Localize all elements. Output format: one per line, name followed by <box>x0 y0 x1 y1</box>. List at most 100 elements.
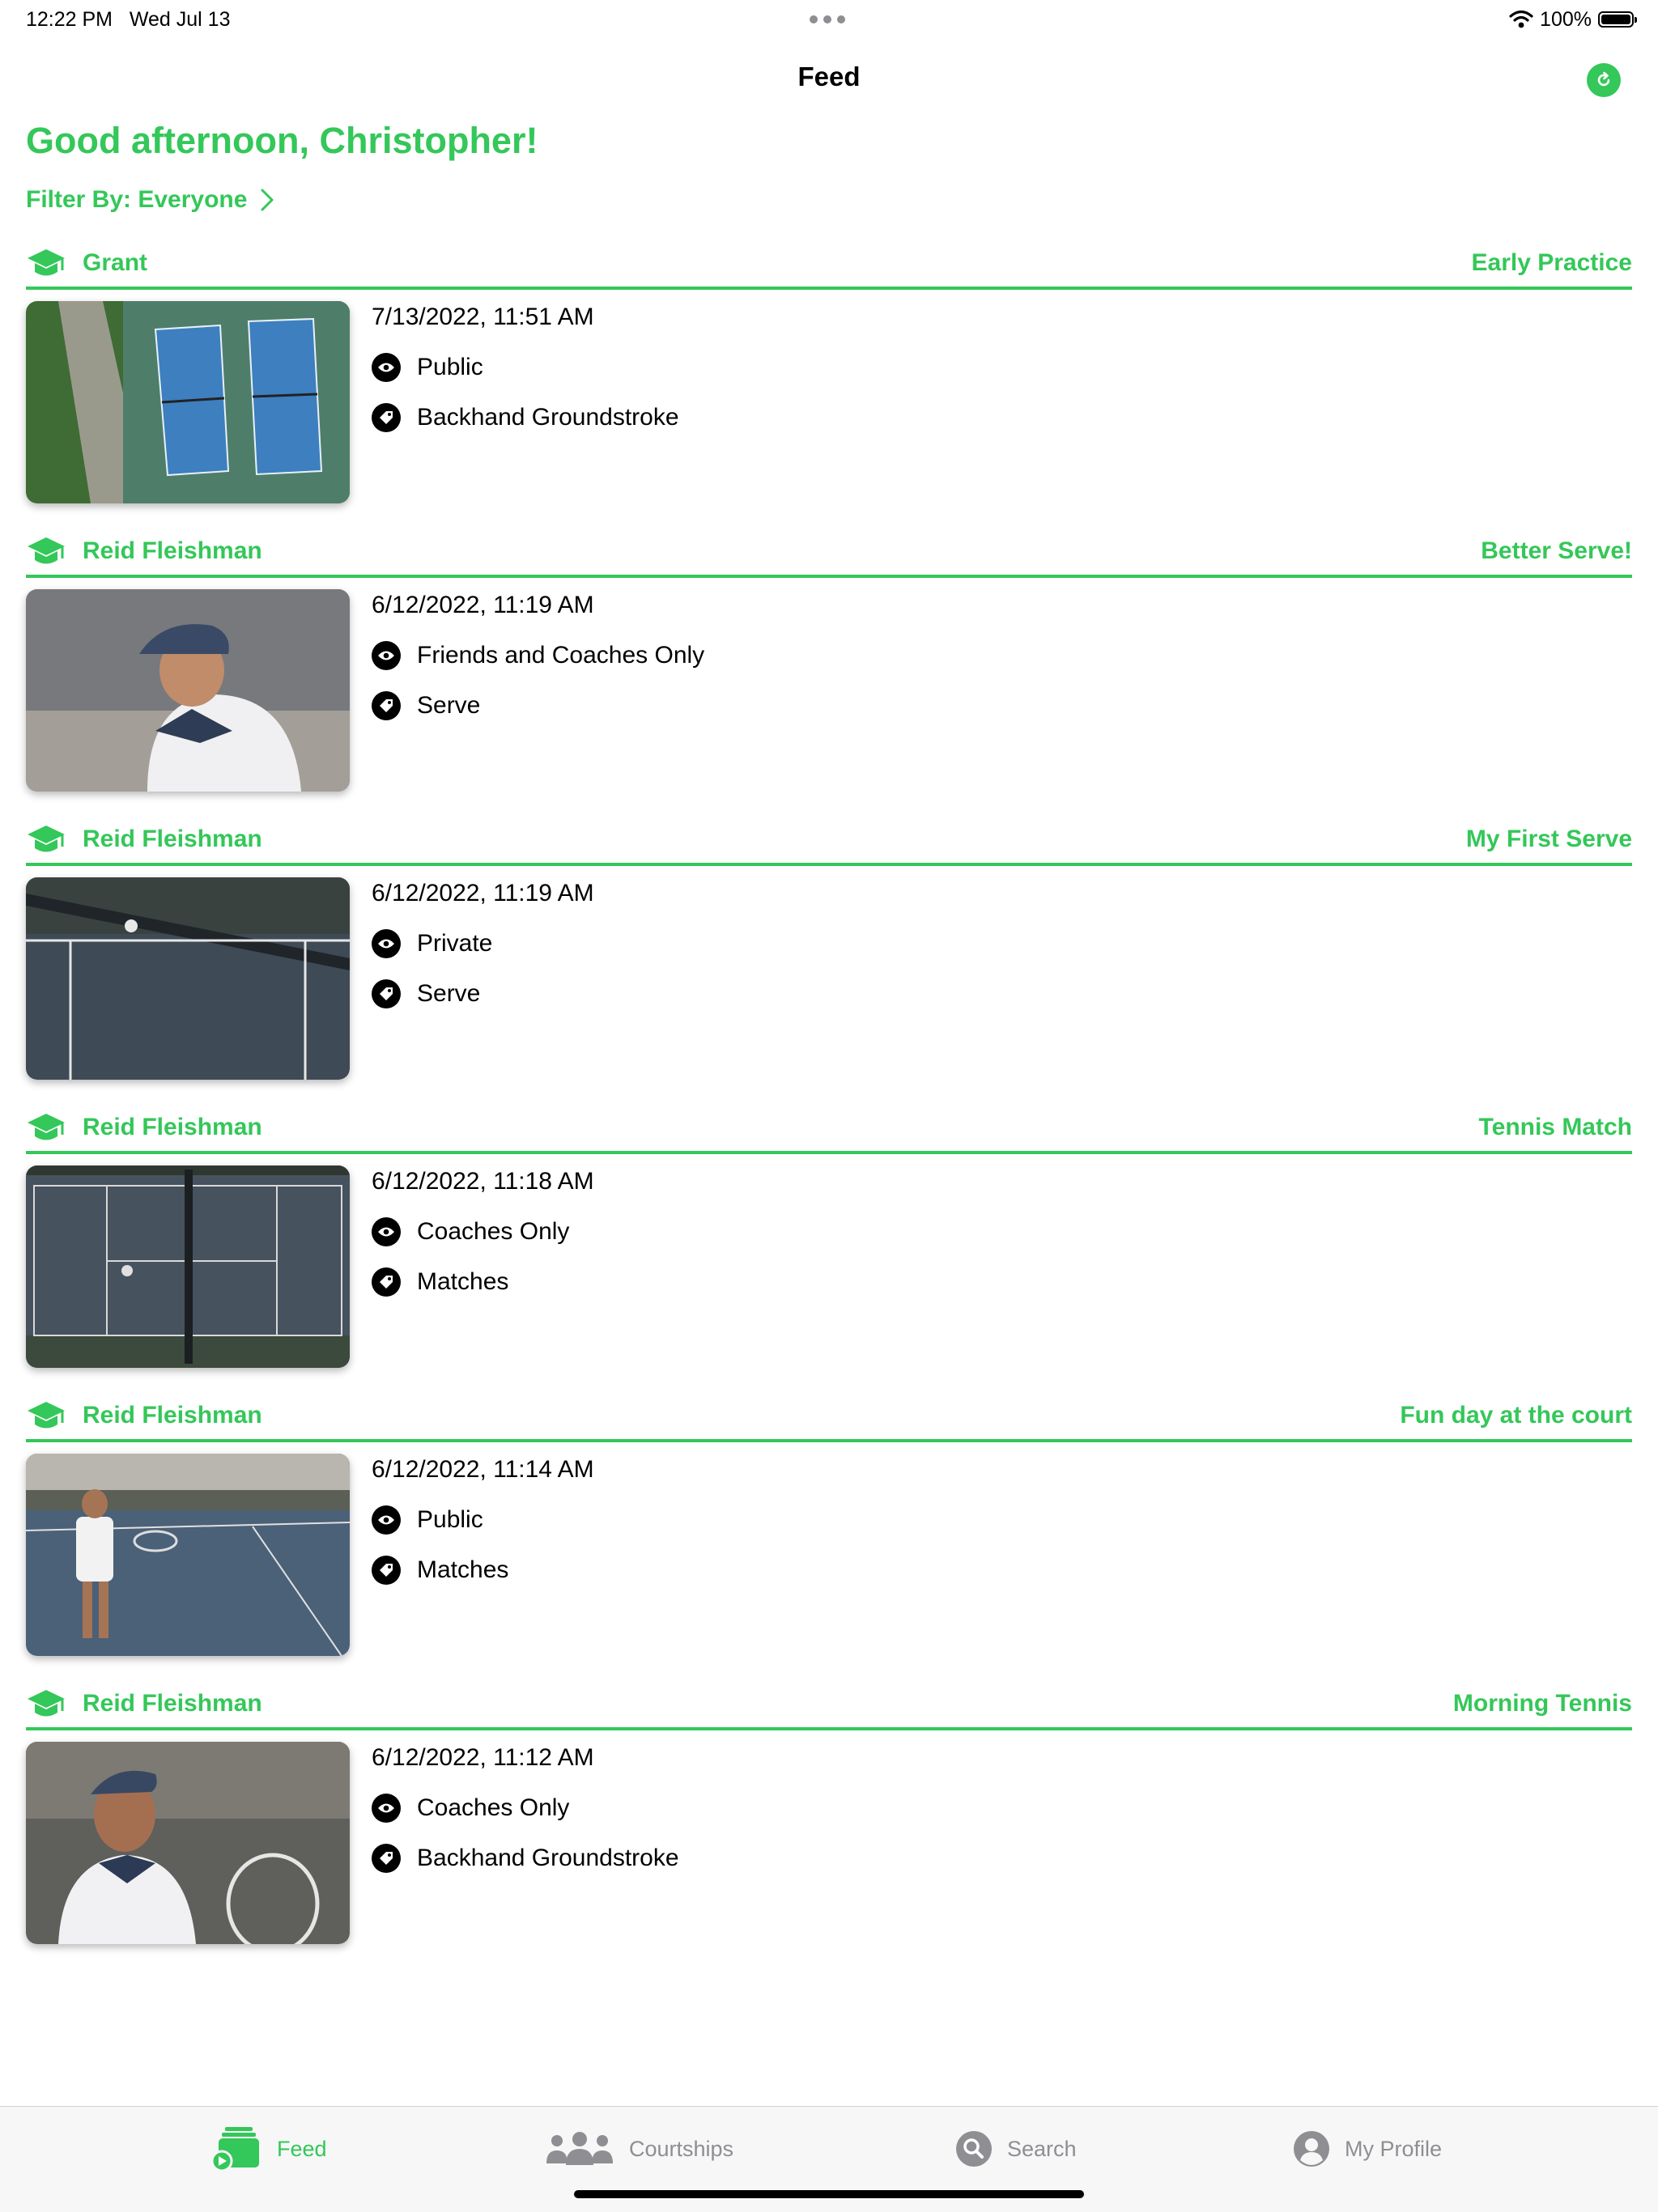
feed-item[interactable]: Grant Early Practice 7/13/2022, 11:51 AM… <box>26 244 1632 533</box>
tag-row: Serve <box>372 690 704 722</box>
tag-label: Matches <box>417 1268 509 1295</box>
feed-item-meta: 7/13/2022, 11:51 AM Public Backhand Grou… <box>372 301 679 434</box>
status-time: 12:22 PM Wed Jul 13 <box>26 8 230 32</box>
refresh-icon <box>1597 71 1610 87</box>
tag-icon <box>372 1844 401 1873</box>
tag-label: Serve <box>417 692 481 719</box>
page-title: Feed <box>797 62 861 91</box>
visibility-row: Coaches Only <box>372 1216 594 1248</box>
tab-search[interactable]: Search <box>955 2125 1077 2173</box>
graduation-cap-icon <box>28 1402 65 1429</box>
home-indicator[interactable] <box>574 2190 1084 2198</box>
tag-icon <box>372 979 401 1008</box>
video-thumbnail[interactable] <box>26 1165 350 1368</box>
tag-row: Serve <box>372 978 594 1010</box>
tab-my-profile-label: My Profile <box>1345 2136 1443 2161</box>
video-thumbnail[interactable] <box>26 1742 350 1944</box>
tab-courtships[interactable]: Courtships <box>545 2125 733 2173</box>
visibility-row: Public <box>372 351 679 384</box>
refresh-button[interactable] <box>1587 63 1621 97</box>
session-title: Better Serve! <box>1481 537 1632 564</box>
feed-item-meta: 6/12/2022, 11:14 AM Public Matches <box>372 1454 594 1586</box>
session-title: My First Serve <box>1465 826 1632 852</box>
status-bar: 12:22 PM Wed Jul 13 100% <box>0 0 1658 40</box>
video-thumbnail[interactable] <box>26 1454 350 1656</box>
post-date: 7/13/2022, 11:51 AM <box>372 304 594 330</box>
visibility-label: Public <box>417 354 483 380</box>
feed-item[interactable]: Reid Fleishman Better Serve! 6/12/2022, … <box>26 533 1632 821</box>
visibility-row: Public <box>372 1504 594 1536</box>
visibility-row: Friends and Coaches Only <box>372 639 704 672</box>
eye-icon <box>372 641 401 670</box>
eye-icon <box>372 1505 401 1535</box>
session-title: Morning Tennis <box>1452 1690 1632 1717</box>
post-date: 6/12/2022, 11:19 AM <box>372 880 594 906</box>
author-name[interactable]: Grant <box>83 249 148 276</box>
tag-label: Serve <box>417 980 481 1007</box>
feed-item-header: Reid Fleishman Morning Tennis <box>26 1685 1632 1730</box>
feed-item[interactable]: Reid Fleishman My First Serve 6/12/2022,… <box>26 821 1632 1109</box>
status-date: Wed Jul 13 <box>129 8 231 31</box>
author-name[interactable]: Reid Fleishman <box>83 1402 262 1429</box>
greeting-heading: Good afternoon, Christopher! <box>26 120 538 161</box>
feed-item-header: Reid Fleishman My First Serve <box>26 821 1632 866</box>
feed-item-meta: 6/12/2022, 11:19 AM Friends and Coaches … <box>372 589 704 722</box>
author-name[interactable]: Reid Fleishman <box>83 826 262 852</box>
battery-percent: 100% <box>1540 7 1592 31</box>
multitasking-dots[interactable] <box>810 10 848 29</box>
author-name[interactable]: Reid Fleishman <box>83 537 262 564</box>
visibility-label: Private <box>417 930 493 957</box>
graduation-cap-icon <box>28 537 65 564</box>
tag-icon <box>372 691 401 720</box>
feed-icon <box>212 2127 259 2172</box>
tab-my-profile[interactable]: My Profile <box>1293 2125 1442 2173</box>
graduation-cap-icon <box>28 249 65 276</box>
feed-item[interactable]: Reid Fleishman Morning Tennis 6/12/2022,… <box>26 1685 1632 1973</box>
tag-row: Matches <box>372 1554 594 1586</box>
tag-row: Matches <box>372 1266 594 1298</box>
post-date: 6/12/2022, 11:19 AM <box>372 592 594 618</box>
search-icon <box>956 2131 992 2167</box>
graduation-cap-icon <box>28 1114 65 1140</box>
visibility-row: Coaches Only <box>372 1792 679 1824</box>
feed-item-header: Grant Early Practice <box>26 244 1632 290</box>
tab-search-label: Search <box>1007 2136 1077 2161</box>
session-title: Early Practice <box>1471 249 1632 276</box>
tag-icon <box>372 1267 401 1297</box>
feed-item[interactable]: Reid Fleishman Fun day at the court 6/12… <box>26 1397 1632 1685</box>
author-name[interactable]: Reid Fleishman <box>83 1690 262 1717</box>
tab-courtships-label: Courtships <box>629 2136 734 2161</box>
visibility-label: Coaches Only <box>417 1794 570 1821</box>
video-thumbnail[interactable] <box>26 877 350 1080</box>
visibility-row: Private <box>372 928 594 960</box>
tag-icon <box>372 403 401 432</box>
tab-feed[interactable]: Feed <box>212 2125 327 2173</box>
filter-button[interactable]: Filter By: Everyone <box>26 186 274 214</box>
post-date: 6/12/2022, 11:12 AM <box>372 1744 594 1771</box>
tag-label: Backhand Groundstroke <box>417 404 679 431</box>
tag-label: Matches <box>417 1556 509 1583</box>
session-title: Fun day at the court <box>1400 1402 1632 1429</box>
video-thumbnail[interactable] <box>26 301 350 503</box>
eye-icon <box>372 1217 401 1246</box>
author-name[interactable]: Reid Fleishman <box>83 1114 262 1140</box>
tag-row: Backhand Groundstroke <box>372 1842 679 1874</box>
eye-icon <box>372 353 401 382</box>
chevron-right-icon <box>261 189 274 211</box>
person-circle-icon <box>1294 2131 1329 2167</box>
post-date: 6/12/2022, 11:14 AM <box>372 1456 594 1483</box>
feed-item[interactable]: Reid Fleishman Tennis Match 6/12/2022, 1… <box>26 1109 1632 1397</box>
feed-item-header: Reid Fleishman Tennis Match <box>26 1109 1632 1154</box>
status-indicators: 100% <box>1509 6 1637 32</box>
visibility-label: Public <box>417 1506 483 1533</box>
visibility-label: Friends and Coaches Only <box>417 642 705 669</box>
feed-item-meta: 6/12/2022, 11:18 AM Coaches Only Matches <box>372 1165 594 1298</box>
status-clock: 12:22 PM <box>26 8 113 31</box>
video-thumbnail[interactable] <box>26 589 350 792</box>
feed-item-meta: 6/12/2022, 11:19 AM Private Serve <box>372 877 594 1010</box>
people-icon <box>546 2132 613 2165</box>
session-title: Tennis Match <box>1478 1114 1632 1140</box>
post-date: 6/12/2022, 11:18 AM <box>372 1168 594 1195</box>
wifi-icon <box>1509 10 1533 28</box>
graduation-cap-icon <box>28 826 65 852</box>
